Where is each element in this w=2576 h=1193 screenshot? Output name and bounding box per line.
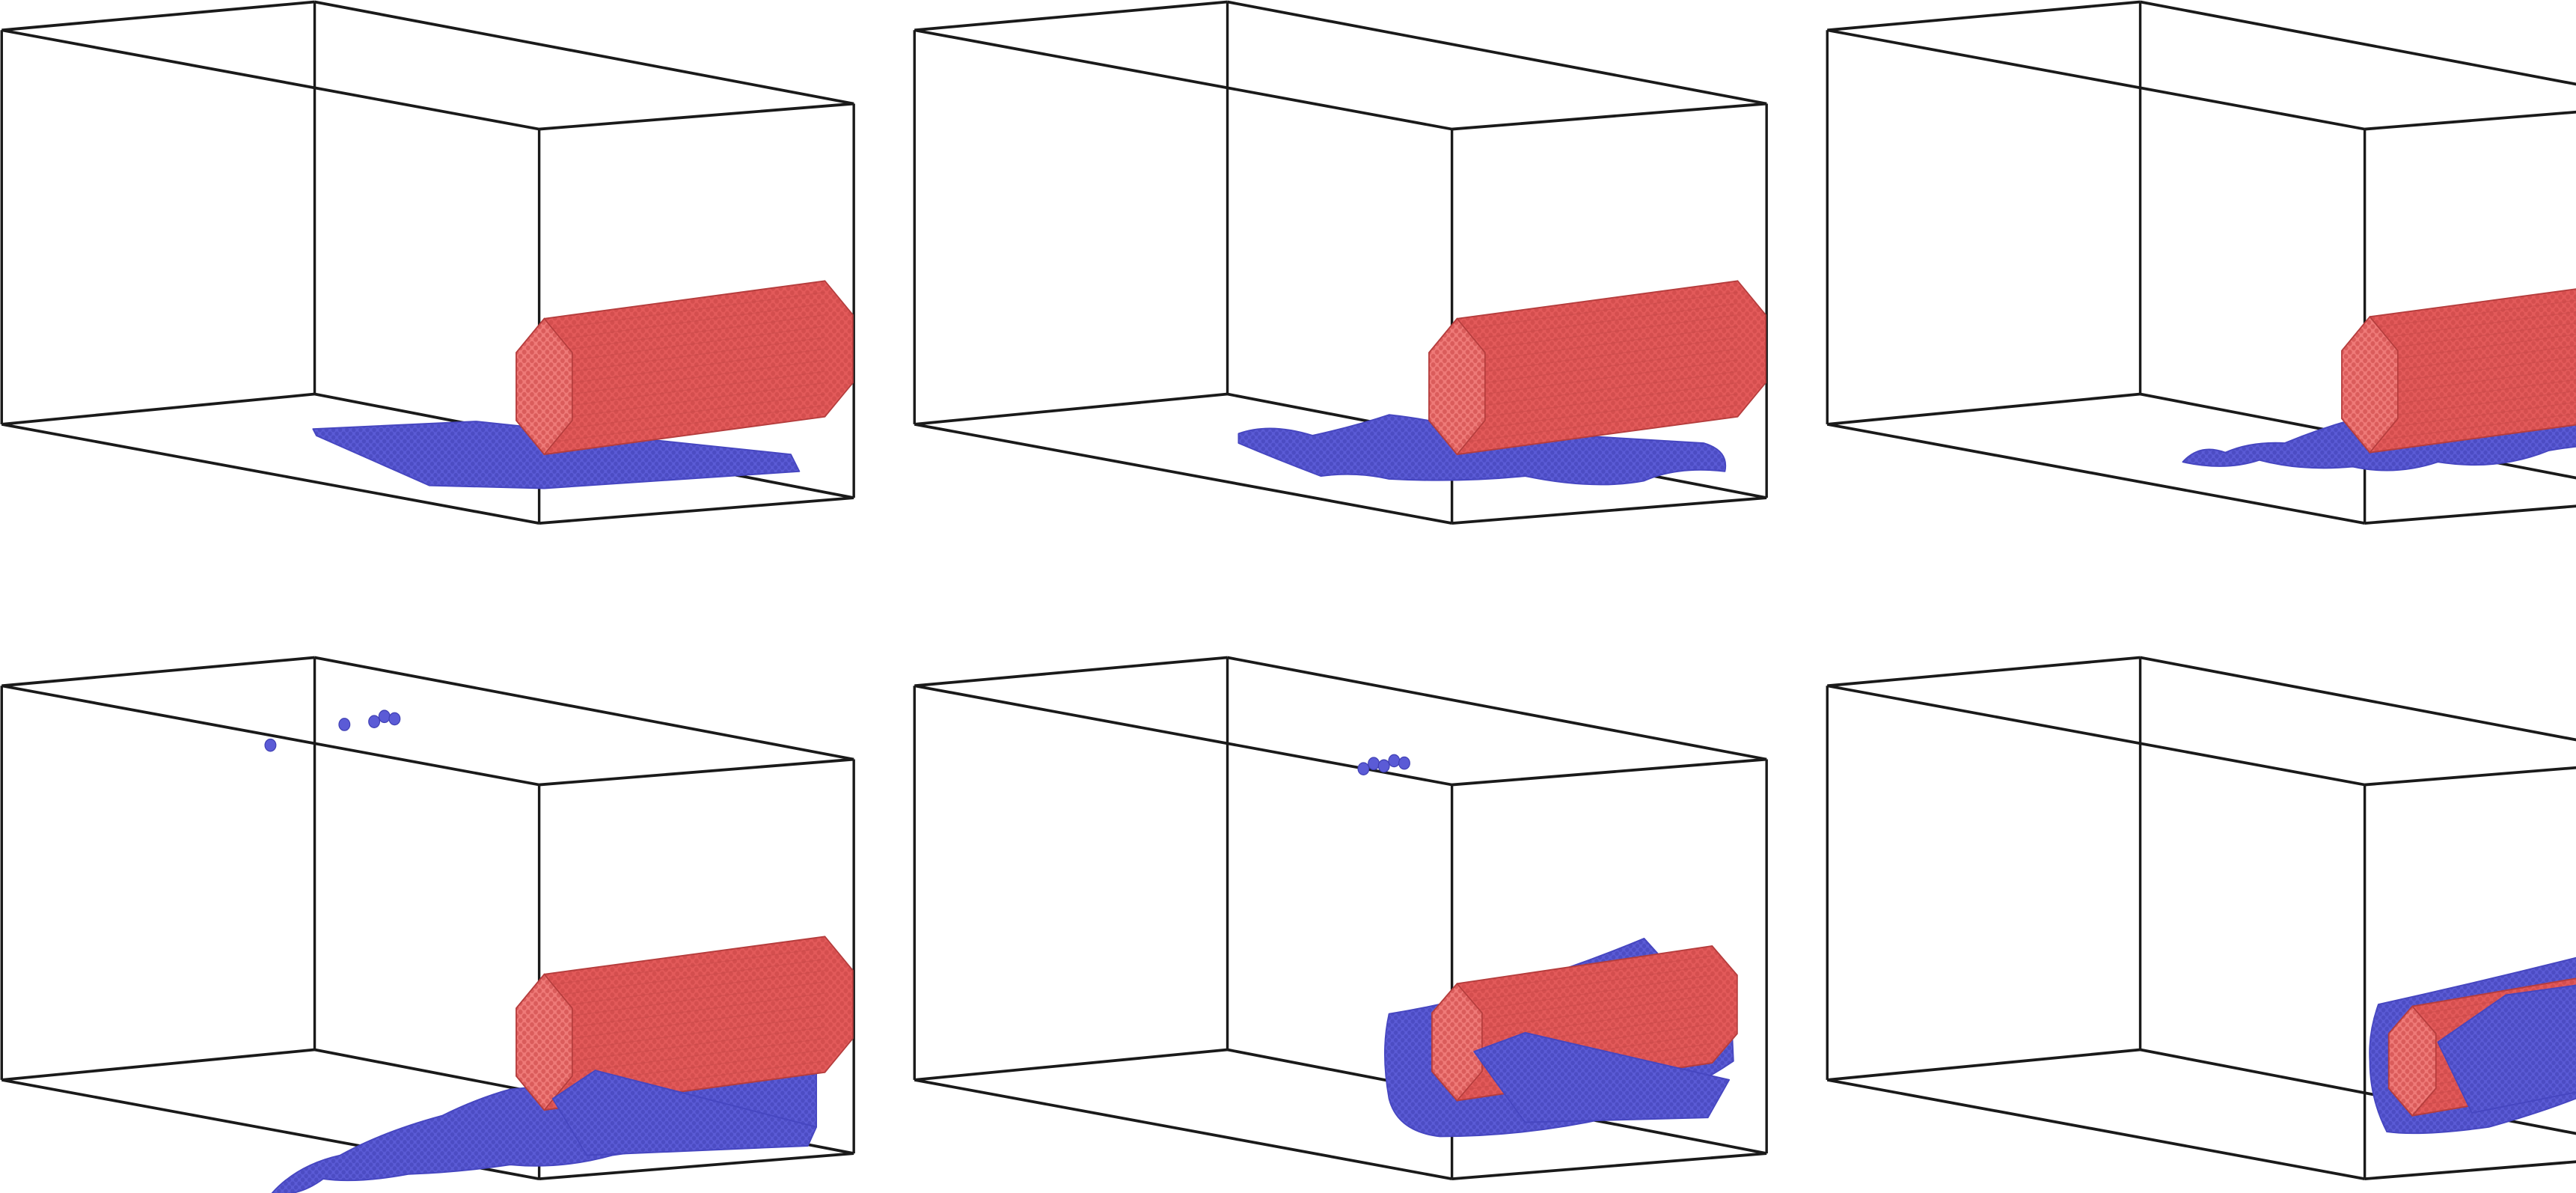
box-edge-line <box>539 102 854 131</box>
box-edge-line <box>914 392 1228 426</box>
box-edge-line <box>1826 28 2365 131</box>
box-edge-line <box>1 392 315 426</box>
box-edge-line <box>1826 1078 2365 1180</box>
stray-atom-cluster <box>1357 754 1410 775</box>
box-edge-line <box>1827 0 2141 32</box>
box-edge-line <box>1451 102 1767 131</box>
simulation-frame-panel <box>1826 656 2576 1193</box>
frame-render <box>913 656 1768 1180</box>
box-edge-line <box>1451 1152 1767 1180</box>
box-edge-line <box>539 496 854 525</box>
box-edge-line <box>1 0 315 32</box>
rod-end-face <box>2341 315 2399 454</box>
simulation-box <box>0 0 855 525</box>
box-edge-line <box>2364 504 2576 525</box>
box-edge-line <box>1827 1048 2141 1081</box>
nanotube-rod <box>1428 280 1766 456</box>
box-edge-line <box>2364 110 2576 131</box>
box-edge-line <box>914 1048 1228 1081</box>
stray-atom-cluster <box>264 738 277 752</box>
frame-render <box>0 656 855 1193</box>
box-edge-line <box>539 757 854 787</box>
simulation-frame-panel <box>0 0 859 537</box>
box-edge-line <box>1827 656 2141 688</box>
box-edge-line <box>1227 656 1767 761</box>
box-edge-line <box>1826 684 2365 787</box>
box-edge-line <box>2140 656 2576 742</box>
box-edge-line <box>914 28 1452 131</box>
box-edge-line <box>1451 496 1767 525</box>
simulation-frame-panel <box>913 0 1772 537</box>
nanotube-rod <box>515 280 854 456</box>
rod-end-face <box>1428 317 1486 456</box>
simulation-frame-panel <box>913 656 1772 1193</box>
rod-end-face <box>515 317 573 456</box>
box-edge-line <box>1827 392 2141 426</box>
box-edge-line <box>1227 0 1767 106</box>
frame-render <box>1826 0 2576 525</box>
frame-render <box>913 0 1768 525</box>
box-edge-line <box>2364 1160 2576 1180</box>
box-edge-line <box>1 28 539 131</box>
frame-render <box>1826 656 2576 1180</box>
box-edge-line <box>1 656 315 688</box>
box-edge-line <box>914 656 1228 688</box>
box-edge-line <box>2140 0 2576 86</box>
box-edge-line <box>914 684 1452 787</box>
box-edge-line <box>1 422 539 525</box>
frame-render <box>0 0 855 525</box>
box-edge-line <box>1 684 539 787</box>
box-edge-line <box>314 656 854 761</box>
stray-atom-cluster <box>338 718 351 731</box>
nanotube-rod <box>2341 288 2576 454</box>
stray-atom-cluster <box>368 710 401 728</box>
box-edge-line <box>1 1048 315 1081</box>
simulation-frame-panel <box>0 656 859 1193</box>
box-edge-line <box>2364 766 2576 787</box>
box-edge-line <box>1451 757 1767 787</box>
box-edge-line <box>914 0 1228 32</box>
simulation-frame-panel <box>1826 0 2576 537</box>
box-edge-line <box>314 0 854 106</box>
box-edge-line <box>914 422 1452 525</box>
box-edge-line <box>914 1078 1452 1180</box>
box-edge-line <box>1826 422 2365 525</box>
